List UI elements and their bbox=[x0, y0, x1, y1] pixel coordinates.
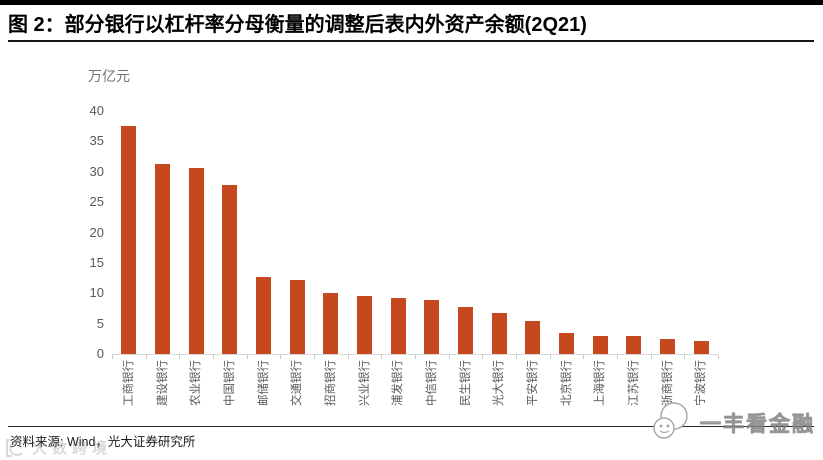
chart-bar bbox=[390, 298, 406, 354]
chart-bar bbox=[592, 335, 608, 354]
x-category-label: 浦发银行 bbox=[392, 360, 405, 406]
x-axis-tick bbox=[516, 355, 517, 359]
chart-bar bbox=[626, 336, 642, 354]
chart-bar bbox=[458, 307, 473, 354]
chart-bar bbox=[256, 277, 271, 354]
x-axis-tick bbox=[583, 355, 585, 359]
x-axis-tick bbox=[112, 355, 113, 359]
x-axis-tick bbox=[415, 355, 416, 359]
x-axis-tick bbox=[381, 355, 383, 359]
x-axis-tick bbox=[482, 355, 484, 359]
chart-bar bbox=[693, 341, 709, 354]
x-axis-tick bbox=[347, 355, 349, 359]
x-axis-tick bbox=[213, 355, 214, 359]
chart-bar bbox=[424, 299, 440, 354]
watermark-left-logo-icon bbox=[6, 438, 23, 457]
x-category-label: 建设银行 bbox=[156, 360, 169, 406]
top-rule bbox=[0, 0, 823, 5]
watermark-bottom-left: 大数跨境 bbox=[4, 437, 112, 458]
y-tick-label: 15 bbox=[89, 254, 104, 270]
watermark-bottom-right: 一丰看金融 bbox=[648, 400, 813, 442]
y-tick-label: 30 bbox=[89, 163, 104, 179]
y-tick-label: 0 bbox=[96, 346, 104, 361]
x-axis-tick bbox=[448, 355, 450, 359]
chart-bar bbox=[155, 163, 170, 354]
x-category-label: 平安银行 bbox=[526, 360, 539, 406]
y-axis-unit-label: 万亿元 bbox=[88, 68, 130, 84]
x-category-label: 邮储银行 bbox=[257, 360, 270, 406]
chart-bar bbox=[289, 279, 305, 354]
x-axis-tick bbox=[246, 355, 248, 359]
footer-divider bbox=[8, 426, 814, 427]
x-axis-tick bbox=[650, 355, 652, 359]
x-axis-line bbox=[112, 354, 718, 355]
x-category-label: 中国银行 bbox=[223, 360, 236, 406]
y-tick-label: 40 bbox=[89, 103, 104, 118]
y-tick-label: 20 bbox=[89, 224, 104, 240]
y-tick-label: 5 bbox=[96, 315, 104, 331]
x-axis-tick bbox=[179, 355, 181, 359]
x-category-label: 招商银行 bbox=[324, 360, 337, 406]
y-tick-label: 25 bbox=[89, 194, 104, 210]
x-category-label: 北京银行 bbox=[560, 360, 573, 406]
chart-bar bbox=[323, 293, 339, 354]
x-axis-tick bbox=[617, 355, 618, 359]
x-category-label: 兴业银行 bbox=[358, 360, 371, 406]
chart-bar bbox=[525, 321, 541, 354]
x-axis-tick bbox=[280, 355, 282, 359]
x-axis-tick bbox=[145, 355, 147, 359]
chart-bar bbox=[491, 313, 507, 354]
chart-bar bbox=[660, 338, 675, 354]
x-category-label: 上海银行 bbox=[594, 360, 607, 406]
figure-title: 图 2：部分银行以杠杆率分母衡量的调整后表内外资产余额(2Q21) bbox=[8, 14, 587, 36]
x-category-label: 交通银行 bbox=[291, 360, 304, 406]
chart-bar bbox=[559, 332, 574, 354]
watermark-left-text: 大数跨境 bbox=[32, 440, 113, 457]
chart-bar bbox=[188, 168, 204, 354]
y-tick-label: 10 bbox=[89, 285, 104, 301]
x-axis-tick bbox=[718, 355, 719, 359]
source-text: 资料来源: Wind，光大证券研究所 bbox=[10, 435, 196, 449]
watermark-right-logo-icon bbox=[653, 402, 688, 439]
title-underline bbox=[8, 40, 814, 42]
x-category-label: 民生银行 bbox=[459, 360, 472, 406]
x-category-label: 中信银行 bbox=[425, 360, 438, 406]
x-axis-tick bbox=[549, 355, 551, 359]
chart-bar bbox=[357, 295, 372, 354]
x-category-label: 农业银行 bbox=[190, 360, 203, 406]
watermark-right-text: 一丰看金融 bbox=[700, 413, 815, 437]
chart-bar bbox=[222, 184, 238, 354]
x-category-label: 江苏银行 bbox=[627, 360, 640, 406]
y-tick-label: 35 bbox=[89, 133, 104, 149]
chart-bar bbox=[121, 125, 137, 354]
x-category-label: 工商银行 bbox=[122, 360, 135, 406]
x-axis-tick bbox=[314, 355, 315, 359]
x-category-label: 光大银行 bbox=[493, 360, 506, 406]
x-axis-tick bbox=[684, 355, 686, 359]
